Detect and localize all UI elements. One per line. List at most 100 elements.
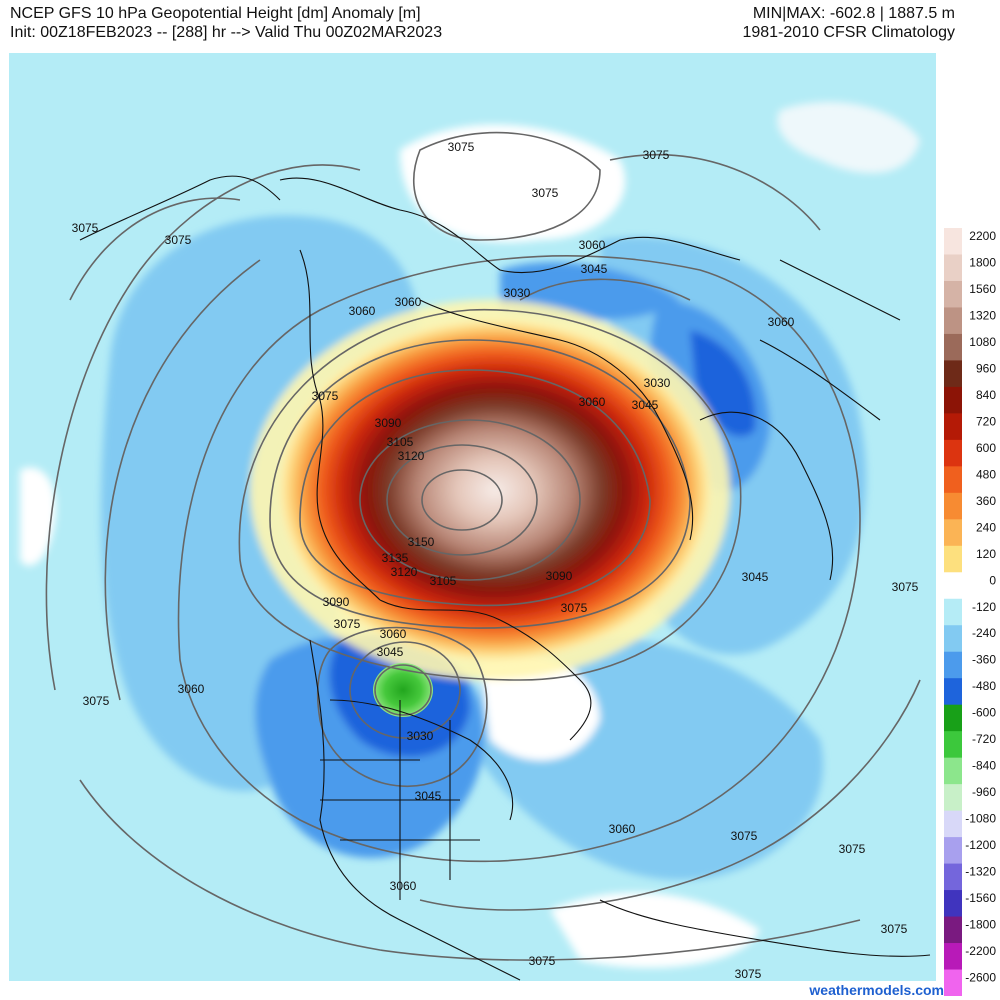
legend-swatch — [944, 360, 962, 388]
warm-anomaly-core — [280, 320, 710, 660]
legend-swatch — [944, 704, 962, 732]
legend-label: 720 — [976, 414, 996, 428]
color-legend: 2200 1800 1560 1320 1080 960 840 720 600 480 360 24… — [944, 228, 996, 996]
contour-label: 3105 — [430, 574, 457, 588]
legend-swatch — [944, 572, 962, 600]
cold-anomaly-core — [373, 663, 433, 717]
legend-swatch — [944, 228, 962, 255]
legend-swatch — [944, 466, 962, 494]
legend-swatch — [944, 757, 962, 785]
contour-label: 3075 — [731, 829, 758, 843]
contour-label-layer: 3075 3075 3075 3075 3075 3060 3045 3030 3060 3060… — [72, 140, 919, 981]
legend-swatch — [944, 916, 962, 944]
polar-map: 3075 3075 3075 3075 3075 3060 3045 3030 3060 3060… — [9, 53, 936, 981]
contour-label: 3075 — [83, 694, 110, 708]
legend-swatch — [944, 678, 962, 706]
contour-label: 3045 — [581, 262, 608, 276]
legend-swatch — [944, 545, 962, 573]
contour-label: 3060 — [395, 295, 422, 309]
legend-label: 120 — [976, 547, 996, 561]
contour-label: 3075 — [735, 967, 762, 981]
header-init-valid: Init: 00Z18FEB2023 -- [288] hr --> Valid… — [10, 24, 443, 41]
legend-swatch — [944, 413, 962, 441]
contour-label: 3060 — [579, 395, 606, 409]
contour-label: 3075 — [312, 389, 339, 403]
legend-label: -1800 — [965, 918, 996, 932]
legend-swatch — [944, 943, 962, 971]
legend-label: 240 — [976, 520, 996, 534]
legend-swatch — [944, 280, 962, 308]
legend-label: -480 — [972, 679, 996, 693]
legend-swatch — [944, 731, 962, 759]
contour-label: 3075 — [165, 233, 192, 247]
header-title-block: NCEP GFS 10 hPa Geopotential Height [dm]… — [10, 4, 442, 42]
contour-label: 3150 — [408, 535, 435, 549]
contour-label: 3075 — [448, 140, 475, 154]
legend-label: -600 — [972, 706, 996, 720]
contour-label: 3045 — [415, 789, 442, 803]
legend-swatch — [944, 492, 962, 520]
contour-label: 3075 — [839, 842, 866, 856]
legend-swatch — [944, 651, 962, 679]
legend-label: 1320 — [969, 308, 996, 322]
legend-label: -1560 — [965, 891, 996, 905]
contour-label: 3075 — [643, 148, 670, 162]
legend-swatch — [944, 598, 962, 626]
legend-label: 840 — [976, 388, 996, 402]
contour-label: 3105 — [387, 435, 414, 449]
legend-swatch — [944, 625, 962, 653]
legend-swatch — [944, 439, 962, 467]
header-stats-block: MIN|MAX: -602.8 | 1887.5 m 1981-2010 CFS… — [742, 4, 955, 42]
contour-label: 3060 — [178, 682, 205, 696]
legend-swatch — [944, 784, 962, 812]
legend-label: 1560 — [969, 282, 996, 296]
legend-label: 1800 — [969, 255, 996, 269]
contour-label: 3045 — [742, 570, 769, 584]
legend-label: -120 — [972, 600, 996, 614]
contour-label: 3030 — [504, 286, 531, 300]
legend-label: 600 — [976, 441, 996, 455]
contour-label: 3060 — [390, 879, 417, 893]
legend-swatch — [944, 333, 962, 361]
contour-label: 3060 — [349, 304, 376, 318]
legend-swatch — [944, 837, 962, 865]
legend-swatch — [944, 863, 962, 891]
contour-label: 3090 — [375, 416, 402, 430]
coastlines — [79, 175, 931, 981]
legend-label: -2200 — [965, 944, 996, 958]
legend-label: 2200 — [969, 229, 996, 243]
legend-label: -240 — [972, 626, 996, 640]
legend-swatch — [944, 254, 962, 282]
legend-label: -1080 — [965, 812, 996, 826]
legend-label: -1200 — [965, 838, 996, 852]
contour-label: 3090 — [546, 569, 573, 583]
contour-label: 3060 — [609, 822, 636, 836]
contour-label: 3060 — [380, 627, 407, 641]
legend-label: -960 — [972, 785, 996, 799]
contour-label: 3030 — [407, 729, 434, 743]
contour-label: 3045 — [377, 645, 404, 659]
contour-label: 3075 — [532, 186, 559, 200]
contour-label: 3045 — [632, 398, 659, 412]
header-climatology: 1981-2010 CFSR Climatology — [742, 24, 955, 41]
legend-label: -360 — [972, 653, 996, 667]
legend-swatch — [944, 810, 962, 838]
legend-label: -720 — [972, 732, 996, 746]
legend-swatch — [944, 890, 962, 918]
contour-label: 3120 — [398, 449, 425, 463]
legend-label: 1080 — [969, 335, 996, 349]
contour-label: 3135 — [382, 551, 409, 565]
legend-swatch — [944, 307, 962, 335]
contour-label: 3090 — [323, 595, 350, 609]
contour-label: 3060 — [579, 238, 606, 252]
contour-label: 3075 — [72, 221, 99, 235]
contour-label: 3075 — [529, 954, 556, 968]
contour-label: 3030 — [644, 376, 671, 390]
header-title: NCEP GFS 10 hPa Geopotential Height [dm]… — [10, 5, 421, 22]
contour-label: 3060 — [768, 315, 795, 329]
legend-label: 960 — [976, 361, 996, 375]
legend-label: 0 — [989, 573, 996, 587]
contour-label: 3120 — [391, 565, 418, 579]
contour-label: 3075 — [892, 580, 919, 594]
legend-swatch — [944, 386, 962, 414]
